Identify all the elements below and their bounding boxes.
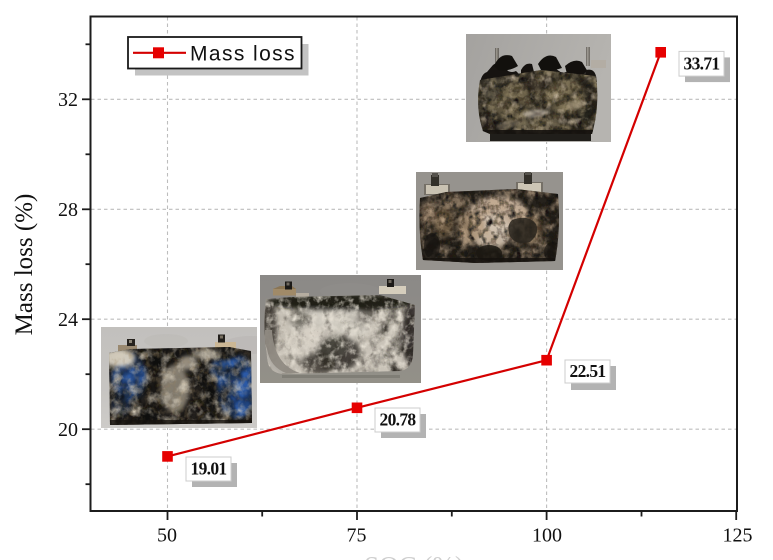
svg-text:50: 50 bbox=[157, 525, 177, 547]
svg-text:20.78: 20.78 bbox=[380, 410, 417, 430]
svg-text:19.01: 19.01 bbox=[191, 459, 227, 479]
svg-text:Mass loss (%): Mass loss (%) bbox=[11, 194, 38, 336]
svg-text:28: 28 bbox=[58, 199, 78, 221]
svg-text:75: 75 bbox=[347, 525, 367, 547]
svg-text:100: 100 bbox=[532, 525, 562, 547]
svg-text:22.51: 22.51 bbox=[570, 361, 606, 381]
svg-text:125: 125 bbox=[723, 525, 753, 547]
svg-text:24: 24 bbox=[58, 309, 78, 331]
svg-text:20: 20 bbox=[58, 419, 78, 441]
svg-text:33.71: 33.71 bbox=[684, 53, 720, 73]
svg-text:32: 32 bbox=[58, 89, 78, 111]
svg-text:Mass loss: Mass loss bbox=[190, 43, 296, 66]
svg-text:SOC (%): SOC (%) bbox=[364, 551, 464, 560]
